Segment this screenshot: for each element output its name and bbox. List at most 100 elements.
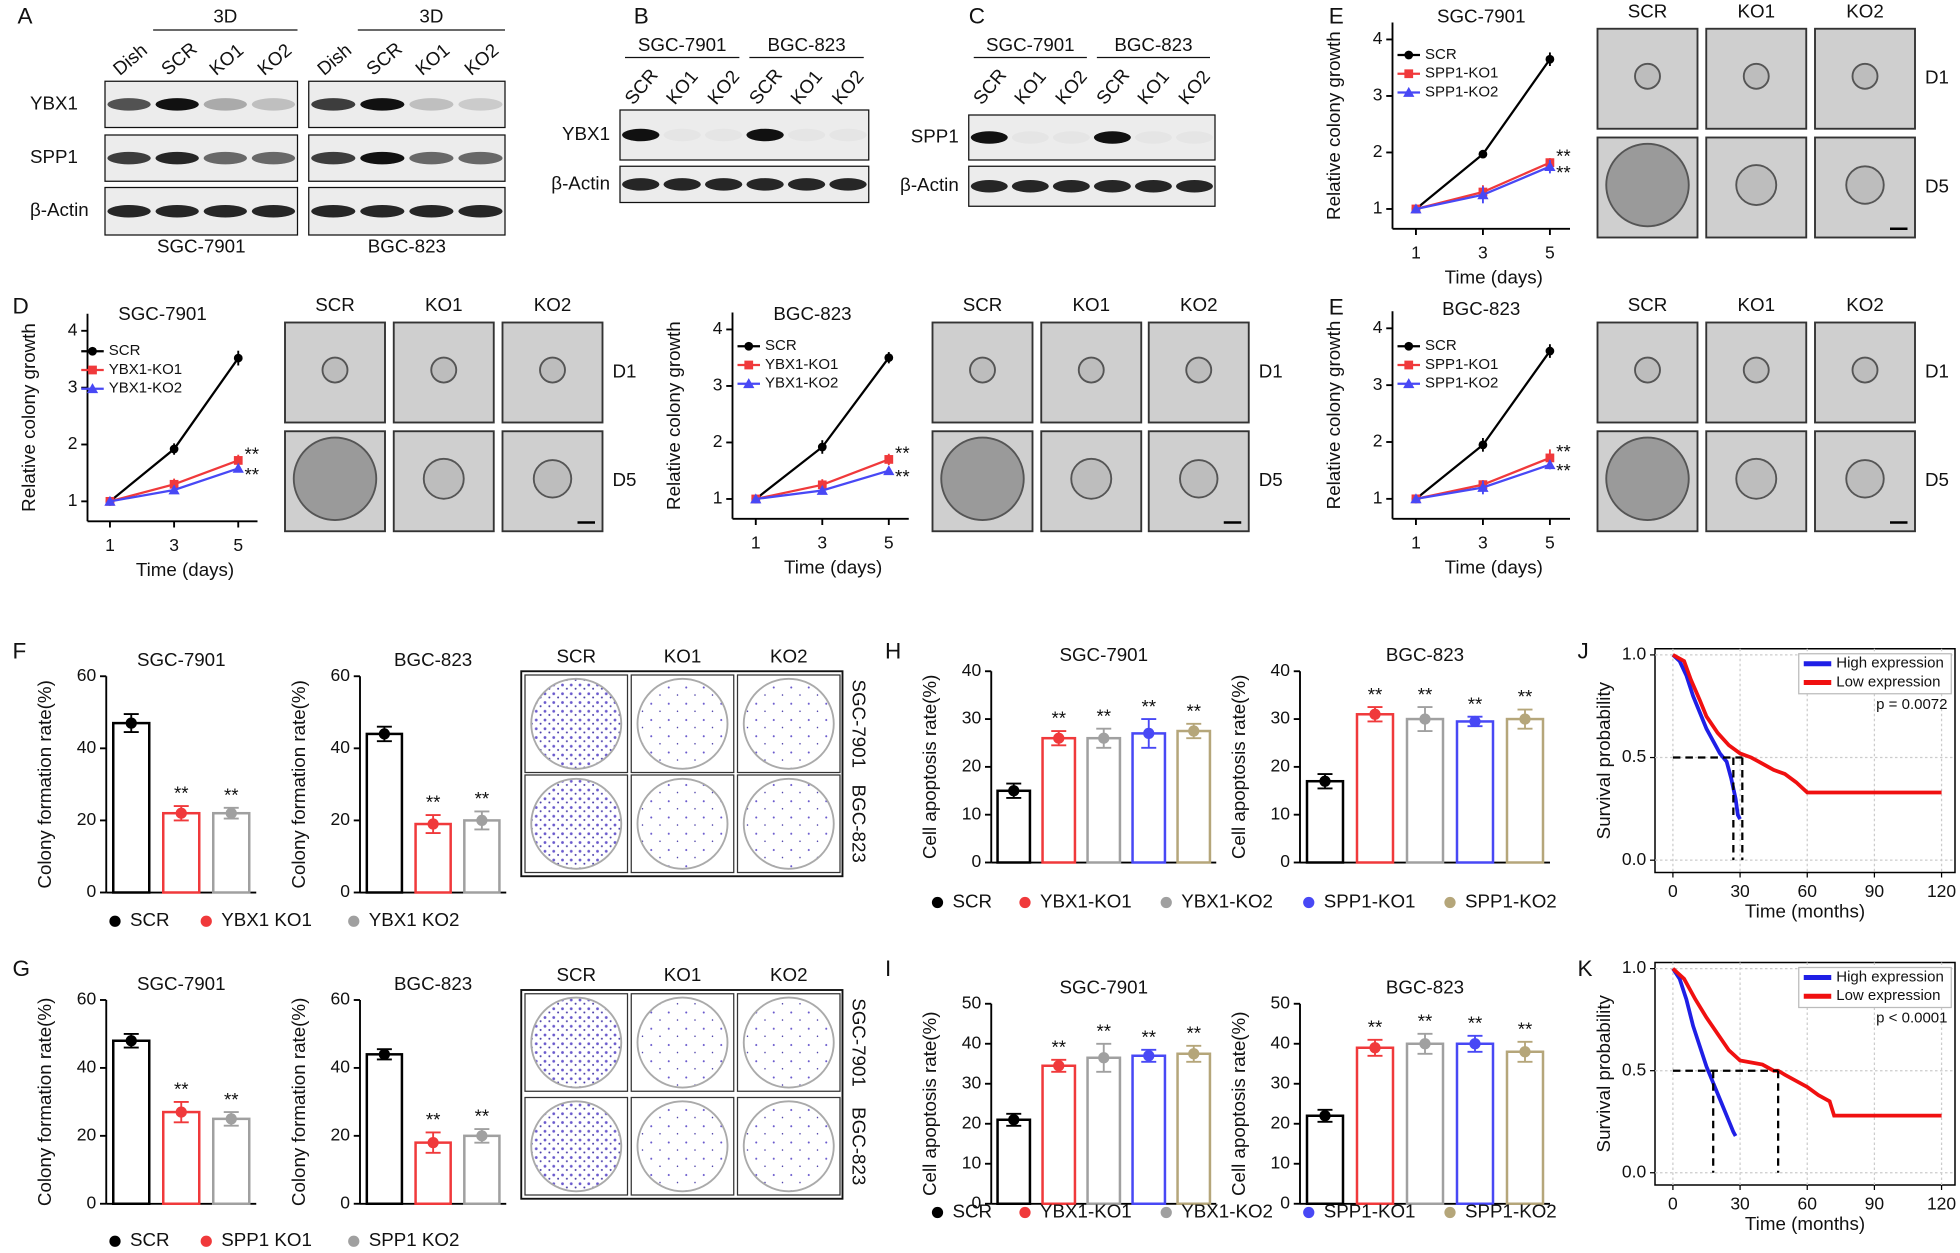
chart-title: BGC-823 <box>1386 977 1464 998</box>
legend-marker <box>1303 896 1315 909</box>
bar <box>1176 729 1212 864</box>
x-tick-label: 3 <box>169 535 179 555</box>
significance-label: ** <box>1556 146 1571 167</box>
bar <box>212 811 251 894</box>
protein-label: SPP1 <box>30 146 78 167</box>
y-tick-label: 0 <box>340 881 350 901</box>
significance-label: ** <box>1556 162 1571 183</box>
spheroid <box>1179 459 1219 499</box>
plate <box>636 1100 729 1193</box>
bar <box>212 1117 251 1205</box>
y-axis-label: Relative colony growth <box>663 321 684 510</box>
y-tick-label: 20 <box>1271 756 1291 776</box>
mean-dot <box>1519 1046 1531 1058</box>
blot-band <box>1011 180 1049 193</box>
y-tick-label: 60 <box>77 665 97 685</box>
bar <box>1176 1052 1212 1205</box>
significance-label: ** <box>895 466 910 487</box>
row-label: D5 <box>1259 469 1283 490</box>
column-label: SCR <box>556 645 596 666</box>
spheroid <box>539 356 566 384</box>
data-point <box>1478 149 1488 159</box>
plate-frame <box>520 670 844 878</box>
significance-label: ** <box>1418 684 1433 705</box>
x-tick-label: 60 <box>1798 881 1818 901</box>
significance-label: ** <box>426 792 441 813</box>
x-tick-label: 5 <box>884 532 894 552</box>
plate <box>530 1100 623 1193</box>
y-tick-label: 20 <box>331 1124 351 1144</box>
spheroid <box>430 356 458 384</box>
bar <box>1086 736 1122 864</box>
column-label: SCR <box>315 294 355 315</box>
legend-label: SPP1-KO1 <box>1324 890 1416 911</box>
y-tick-label: 20 <box>1271 1112 1291 1132</box>
bar <box>463 1134 501 1205</box>
spheroid <box>1851 62 1879 90</box>
legend-marker <box>1404 360 1414 370</box>
plate <box>742 677 835 770</box>
legend-marker <box>1160 1206 1172 1219</box>
mean-dot <box>175 1106 187 1118</box>
y-axis-label: Relative colony growth <box>1323 31 1344 220</box>
column-label: KO1 <box>1737 0 1775 21</box>
bar <box>112 721 151 894</box>
survival-curve <box>1671 653 1742 821</box>
blot-band <box>458 98 503 111</box>
y-tick-label: 20 <box>77 809 97 829</box>
legend-label: YBX1 KO2 <box>369 909 460 930</box>
blot-band <box>458 205 503 218</box>
cell-label: SGC-7901 <box>638 34 727 55</box>
mean-dot <box>175 807 187 819</box>
column-label: KO1 <box>425 294 463 315</box>
blot-band <box>704 178 743 191</box>
chart-title: BGC-823 <box>1386 644 1464 665</box>
legend-marker <box>1404 50 1414 60</box>
legend-label: YBX1-KO1 <box>109 361 182 378</box>
mean-dot <box>427 818 439 830</box>
y-tick-label: 4 <box>713 318 723 338</box>
y-tick-label: 40 <box>77 737 97 757</box>
y-tick-label: 0 <box>87 881 97 901</box>
bar <box>1455 720 1495 864</box>
y-axis-label: Cell apoptosis rate(%) <box>919 1012 940 1196</box>
panel-letter: A <box>18 3 33 28</box>
chart-title: SGC-7901 <box>118 303 207 324</box>
legend-marker <box>1404 69 1414 79</box>
blot-band <box>251 151 296 165</box>
survival-curve <box>1671 967 1738 1137</box>
bar <box>365 1053 404 1205</box>
x-tick-label: 0 <box>1668 1194 1678 1214</box>
blot-band <box>788 129 825 142</box>
row-label: D1 <box>1925 67 1949 88</box>
blot-band <box>409 151 454 165</box>
bar <box>414 822 452 894</box>
column-label: KO2 <box>1846 294 1884 315</box>
y-axis-label: Relative colony growth <box>1323 321 1344 510</box>
y-tick-label: 1 <box>68 490 78 510</box>
mean-dot <box>1143 727 1155 740</box>
legend-label: SPP1-KO2 <box>1425 375 1498 392</box>
legend-marker <box>200 1235 212 1247</box>
data-point <box>1410 493 1422 504</box>
blot-band <box>155 151 199 165</box>
x-tick-label: 3 <box>1478 242 1488 262</box>
group-label: 3D <box>213 5 237 26</box>
mean-dot <box>1188 725 1200 737</box>
data-point <box>1544 160 1556 171</box>
row-label: BGC-823 <box>849 785 870 863</box>
column-label: KO1 <box>1072 294 1110 315</box>
significance-label: ** <box>895 442 910 463</box>
x-axis-label: Time (days) <box>1445 557 1543 578</box>
data-point <box>1545 54 1555 64</box>
x-tick-label: 1 <box>1411 532 1421 552</box>
p-value: p = 0.0072 <box>1876 696 1947 713</box>
panel-letter: F <box>13 638 27 663</box>
blot-band <box>458 151 503 165</box>
panel-letter: H <box>885 638 901 663</box>
spheroid <box>1077 356 1105 384</box>
bar <box>1131 732 1167 864</box>
plate-frame <box>520 989 844 1200</box>
mean-dot <box>1419 713 1431 725</box>
